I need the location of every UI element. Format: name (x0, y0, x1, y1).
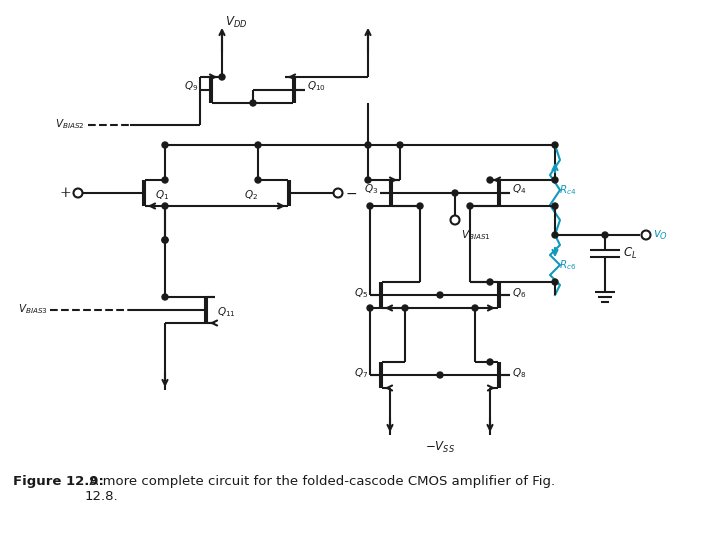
Circle shape (162, 237, 168, 243)
Circle shape (162, 294, 168, 300)
Circle shape (437, 372, 443, 378)
Circle shape (367, 203, 373, 209)
Circle shape (467, 203, 473, 209)
Circle shape (73, 188, 83, 198)
Text: $v_O$: $v_O$ (653, 228, 668, 241)
Circle shape (451, 215, 459, 225)
Circle shape (365, 142, 371, 148)
Text: $Q_{11}$: $Q_{11}$ (217, 305, 235, 319)
Circle shape (552, 203, 558, 209)
Circle shape (333, 188, 343, 198)
Circle shape (162, 237, 168, 243)
Text: $Q_9$: $Q_9$ (184, 79, 198, 93)
Circle shape (367, 305, 373, 311)
Circle shape (487, 177, 493, 183)
Text: A more complete circuit for the folded-cascode CMOS amplifier of Fig.
12.8.: A more complete circuit for the folded-c… (85, 475, 555, 503)
Text: $Q_3$: $Q_3$ (364, 182, 378, 196)
Circle shape (642, 231, 650, 240)
Text: $R_{c6}$: $R_{c6}$ (559, 258, 576, 272)
Text: $V_{DD}$: $V_{DD}$ (225, 15, 248, 30)
Circle shape (162, 203, 168, 209)
Circle shape (452, 190, 458, 196)
Text: $V_{BIAS2}$: $V_{BIAS2}$ (55, 117, 85, 131)
Circle shape (552, 177, 558, 183)
Circle shape (552, 142, 558, 148)
Circle shape (552, 232, 558, 238)
Circle shape (552, 279, 558, 285)
Circle shape (162, 177, 168, 183)
Circle shape (402, 305, 408, 311)
Circle shape (417, 203, 423, 209)
Circle shape (162, 142, 168, 148)
Circle shape (397, 142, 403, 148)
Text: $V_{BIAS1}$: $V_{BIAS1}$ (461, 228, 491, 242)
Text: $Q_5$: $Q_5$ (354, 286, 368, 300)
Text: $-$: $-$ (345, 186, 357, 200)
Text: Figure 12.9:: Figure 12.9: (13, 475, 104, 488)
Text: +: + (59, 186, 71, 200)
Text: $Q_{10}$: $Q_{10}$ (307, 79, 326, 93)
Text: $Q_1$: $Q_1$ (155, 188, 169, 202)
Text: $Q_7$: $Q_7$ (354, 366, 368, 380)
Circle shape (487, 279, 493, 285)
Circle shape (487, 359, 493, 365)
Text: $Q_6$: $Q_6$ (512, 286, 526, 300)
Circle shape (365, 177, 371, 183)
Text: $R_{c4}$: $R_{c4}$ (559, 183, 577, 197)
Circle shape (255, 142, 261, 148)
Text: $C_L$: $C_L$ (623, 246, 637, 261)
Circle shape (250, 100, 256, 106)
Text: $Q_2$: $Q_2$ (244, 188, 258, 202)
Text: $Q_8$: $Q_8$ (512, 366, 526, 380)
Circle shape (472, 305, 478, 311)
Text: $-V_{SS}$: $-V_{SS}$ (425, 440, 455, 455)
Circle shape (219, 74, 225, 80)
Text: $Q_4$: $Q_4$ (512, 182, 526, 196)
Circle shape (437, 292, 443, 298)
Circle shape (602, 232, 608, 238)
Text: $V_{BIAS3}$: $V_{BIAS3}$ (18, 302, 48, 316)
Circle shape (255, 177, 261, 183)
